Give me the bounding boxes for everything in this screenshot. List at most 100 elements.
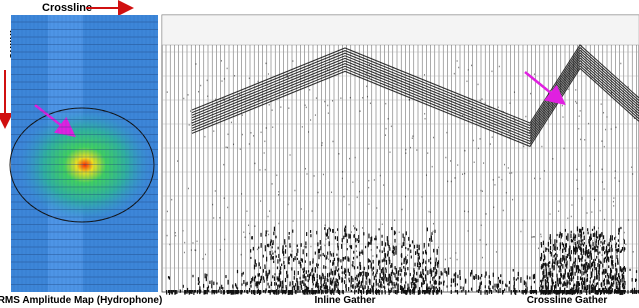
noise xyxy=(560,232,561,236)
noise xyxy=(169,244,170,246)
noise xyxy=(562,105,563,107)
noise xyxy=(479,123,480,125)
noise xyxy=(306,232,307,236)
noise xyxy=(173,290,174,292)
noise xyxy=(401,246,402,248)
noise xyxy=(556,274,557,278)
noise xyxy=(586,262,587,265)
noise xyxy=(580,110,581,112)
noise xyxy=(389,274,390,278)
noise xyxy=(560,277,561,279)
noise xyxy=(566,236,567,240)
noise xyxy=(260,200,261,202)
noise xyxy=(591,274,592,278)
noise xyxy=(250,257,251,259)
noise xyxy=(274,282,275,286)
noise xyxy=(596,283,597,287)
noise xyxy=(303,290,304,294)
noise xyxy=(592,290,593,292)
noise xyxy=(213,282,214,286)
noise xyxy=(457,283,458,285)
noise xyxy=(175,235,176,237)
noise xyxy=(304,274,305,279)
noise xyxy=(211,284,212,288)
noise xyxy=(424,243,425,248)
noise xyxy=(590,245,591,248)
noise xyxy=(619,180,620,182)
noise xyxy=(353,257,354,260)
noise xyxy=(534,178,535,180)
noise xyxy=(506,192,507,194)
noise xyxy=(580,235,581,239)
noise xyxy=(597,263,598,267)
noise xyxy=(314,277,315,281)
noise xyxy=(496,251,497,253)
noise xyxy=(371,285,372,288)
noise xyxy=(221,290,222,294)
noise xyxy=(613,205,614,207)
noise xyxy=(397,83,398,85)
noise xyxy=(448,271,449,274)
noise xyxy=(223,164,224,166)
noise xyxy=(317,274,318,278)
noise xyxy=(268,234,269,236)
noise xyxy=(336,254,337,256)
noise xyxy=(501,179,502,181)
noise xyxy=(410,289,411,293)
noise xyxy=(356,290,357,292)
noise xyxy=(417,262,418,267)
figure-canvas: Crossline Inline RMS Amplitude Map (Hydr… xyxy=(0,0,639,308)
noise xyxy=(334,281,335,286)
noise xyxy=(632,290,633,294)
seismic-gather xyxy=(162,15,639,295)
noise xyxy=(602,169,603,171)
noise xyxy=(606,116,607,118)
noise xyxy=(345,229,346,233)
noise xyxy=(253,135,254,137)
noise xyxy=(593,285,594,287)
noise xyxy=(567,256,568,258)
noise xyxy=(448,105,449,107)
noise xyxy=(403,234,404,238)
noise xyxy=(209,281,210,284)
noise xyxy=(207,290,208,294)
noise xyxy=(596,273,597,276)
noise xyxy=(435,262,436,267)
noise xyxy=(392,270,393,274)
noise xyxy=(499,288,500,293)
noise xyxy=(468,118,469,120)
noise xyxy=(371,66,372,68)
noise xyxy=(543,263,544,268)
noise xyxy=(405,149,406,151)
noise xyxy=(259,169,260,171)
noise xyxy=(410,147,411,149)
noise xyxy=(198,281,199,283)
noise xyxy=(600,290,601,292)
noise xyxy=(581,290,582,294)
noise xyxy=(368,187,369,189)
noise xyxy=(589,241,590,244)
noise xyxy=(359,286,360,291)
noise xyxy=(448,270,449,272)
noise xyxy=(451,181,452,183)
noise xyxy=(425,118,426,120)
noise xyxy=(578,240,579,245)
noise xyxy=(490,290,491,292)
noise xyxy=(431,271,432,276)
noise xyxy=(462,115,463,117)
noise xyxy=(432,166,433,168)
noise xyxy=(323,174,324,176)
noise xyxy=(545,280,546,284)
noise xyxy=(265,271,266,276)
noise xyxy=(392,250,393,253)
noise xyxy=(211,290,212,294)
noise xyxy=(251,236,252,239)
noise xyxy=(572,272,573,276)
noise xyxy=(169,290,170,295)
noise xyxy=(300,78,301,80)
noise xyxy=(192,290,193,292)
noise xyxy=(519,290,520,292)
noise xyxy=(308,270,309,272)
noise xyxy=(469,101,470,103)
noise xyxy=(427,228,428,232)
